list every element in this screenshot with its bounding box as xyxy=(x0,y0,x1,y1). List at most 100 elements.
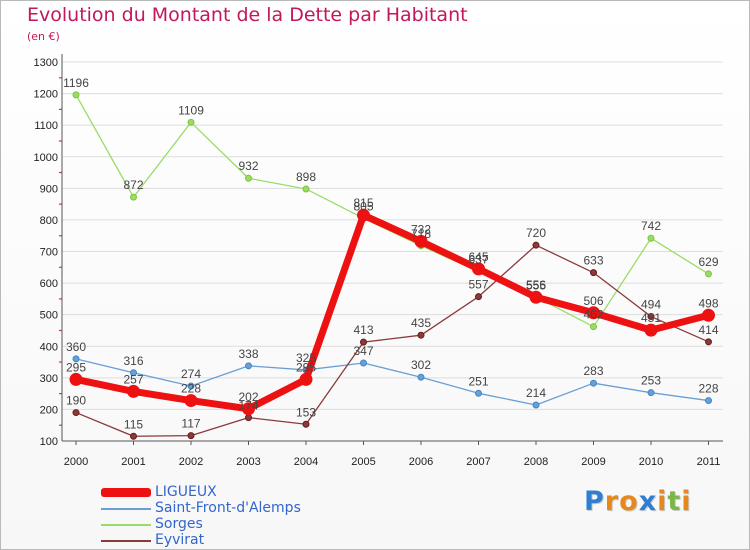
y-tick-label: 300 xyxy=(40,373,58,385)
data-point-saint-front-d-alemps xyxy=(590,379,597,387)
data-point-sorges xyxy=(705,270,712,278)
data-label: 629 xyxy=(698,255,718,269)
data-label: 302 xyxy=(411,358,431,372)
logo-letter: o xyxy=(619,486,639,517)
data-point-eyvirat xyxy=(245,414,252,422)
data-label: 720 xyxy=(526,226,546,240)
data-label: 462 xyxy=(583,308,603,322)
data-label: 435 xyxy=(411,316,431,330)
y-tick-label: 900 xyxy=(40,183,58,195)
data-label: 295 xyxy=(296,360,316,374)
data-label: 413 xyxy=(353,323,373,337)
y-tick-label: 500 xyxy=(40,310,58,322)
data-point-eyvirat xyxy=(130,432,137,440)
data-label: 898 xyxy=(296,170,316,184)
data-point-eyvirat xyxy=(360,338,367,346)
logo-letter: P xyxy=(584,486,605,517)
data-label: 414 xyxy=(698,323,718,337)
logo-letter: i xyxy=(657,486,668,517)
x-tick-label: 2006 xyxy=(409,456,433,468)
data-point-eyvirat xyxy=(532,241,540,249)
data-label: 253 xyxy=(641,374,661,388)
data-point-sorges xyxy=(302,185,310,193)
data-label: 498 xyxy=(698,296,718,310)
x-tick-label: 2003 xyxy=(236,456,260,468)
data-point-ligueux xyxy=(69,372,83,386)
series-line-ligueux xyxy=(72,211,712,413)
y-tick-label: 100 xyxy=(40,436,58,448)
data-point-sorges xyxy=(187,118,195,126)
data-point-ligueux xyxy=(184,394,198,408)
data-label: 214 xyxy=(526,386,546,400)
chart-title: Evolution du Montant de la Dette par Hab… xyxy=(27,4,468,26)
data-point-sorges xyxy=(647,234,655,242)
data-point-ligueux xyxy=(127,384,140,398)
data-label: 174 xyxy=(238,399,258,413)
data-label: 506 xyxy=(583,294,603,308)
x-tick-label: 2008 xyxy=(524,456,548,468)
data-label: 283 xyxy=(583,364,603,378)
data-point-eyvirat xyxy=(475,293,482,301)
x-tick-label: 2009 xyxy=(581,456,605,468)
y-tick-label: 1100 xyxy=(34,120,58,132)
data-label: 637 xyxy=(468,252,488,266)
data-label: 815 xyxy=(353,196,373,210)
data-label: 190 xyxy=(66,394,86,408)
data-point-eyvirat xyxy=(72,409,80,417)
data-label: 325 xyxy=(296,351,316,365)
data-point-eyvirat xyxy=(187,432,195,440)
data-point-eyvirat xyxy=(590,269,597,277)
x-tick-label: 2004 xyxy=(294,456,318,468)
data-point-sorges xyxy=(590,323,597,331)
data-point-saint-front-d-alemps xyxy=(532,401,540,409)
data-point-sorges xyxy=(130,193,137,201)
data-label: 117 xyxy=(181,417,200,431)
logo-letter: t xyxy=(667,486,682,517)
data-label: 251 xyxy=(468,374,488,388)
chart-unit-label: (en €) xyxy=(27,30,60,43)
data-point-eyvirat xyxy=(647,313,655,321)
x-tick-label: 2010 xyxy=(639,456,663,468)
data-point-ligueux xyxy=(644,323,658,337)
y-tick-label: 700 xyxy=(40,247,58,259)
data-point-sorges xyxy=(245,174,252,182)
data-point-saint-front-d-alemps xyxy=(130,369,137,377)
x-tick-label: 2002 xyxy=(179,456,203,468)
x-tick-label: 2005 xyxy=(351,456,375,468)
data-point-saint-front-d-alemps xyxy=(475,389,482,397)
data-label: 360 xyxy=(66,340,86,354)
y-tick-label: 1000 xyxy=(34,152,58,164)
data-label: 932 xyxy=(238,159,258,173)
data-label: 645 xyxy=(468,250,488,264)
data-point-sorges xyxy=(72,91,80,99)
x-tick-label: 2011 xyxy=(697,456,721,468)
data-point-ligueux xyxy=(472,262,485,276)
data-point-ligueux xyxy=(529,290,543,304)
x-tick-label: 2007 xyxy=(466,456,490,468)
data-point-saint-front-d-alemps xyxy=(360,359,367,367)
x-tick-label: 2001 xyxy=(121,456,145,468)
data-label: 872 xyxy=(123,178,143,192)
data-point-saint-front-d-alemps xyxy=(245,362,252,370)
data-label: 732 xyxy=(411,222,431,236)
data-label: 115 xyxy=(124,417,143,431)
data-point-eyvirat xyxy=(417,331,425,339)
y-tick-label: 400 xyxy=(40,341,58,353)
legend-swatch-ligueux xyxy=(101,488,151,497)
data-label: 274 xyxy=(181,367,201,381)
data-label: 295 xyxy=(66,360,86,374)
data-point-ligueux xyxy=(299,372,313,386)
data-label: 556 xyxy=(526,278,546,292)
series-line-sorges xyxy=(75,94,710,328)
legend-label: Sorges xyxy=(155,516,203,532)
data-point-saint-front-d-alemps xyxy=(417,373,425,381)
y-tick-label: 1300 xyxy=(34,57,58,69)
series-line-saint-front-d-alemps xyxy=(75,358,710,406)
data-point-ligueux xyxy=(702,308,715,322)
data-label: 718 xyxy=(411,227,431,241)
legend-swatch-eyvirat xyxy=(101,540,151,542)
legend-label: LIGUEUX xyxy=(155,484,217,500)
logo-letter: r xyxy=(604,486,620,517)
